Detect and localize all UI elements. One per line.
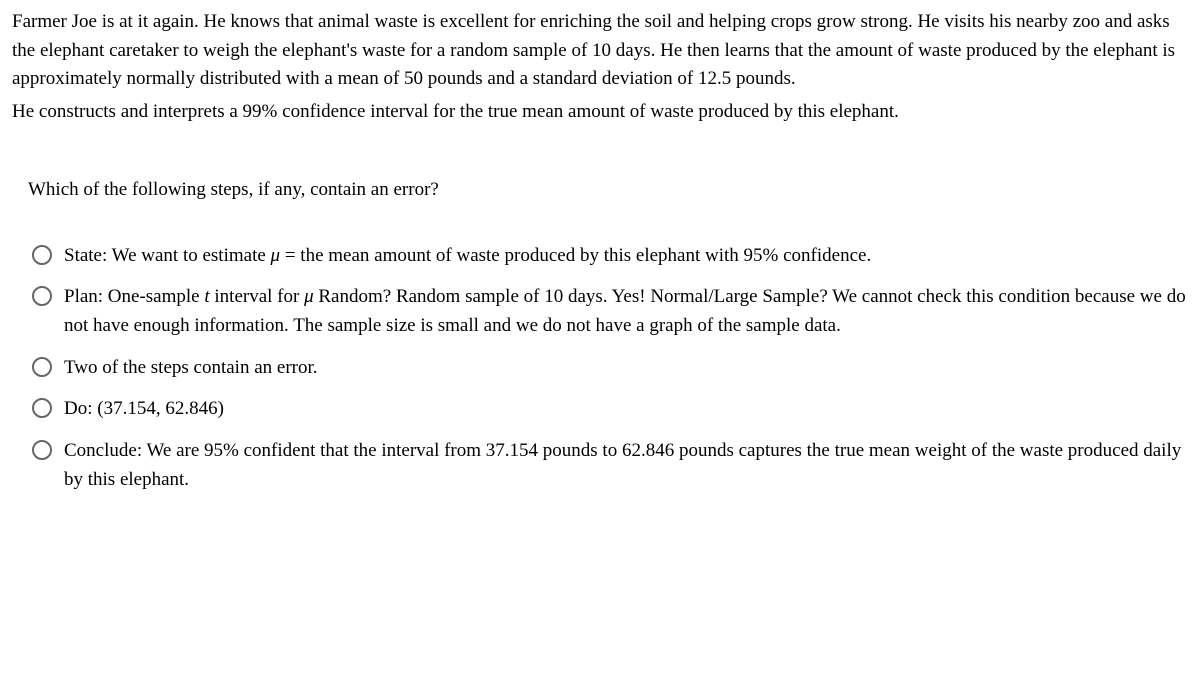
option-a-suffix: = the mean amount of waste produced by t… [280,245,871,266]
radio-icon[interactable] [32,398,52,418]
radio-icon[interactable] [32,357,52,377]
problem-paragraph-2: He constructs and interprets a 99% confi… [12,98,1188,127]
option-b[interactable]: Plan: One-sample t interval for μ Random… [32,282,1188,341]
radio-icon[interactable] [32,245,52,265]
option-b-text: Plan: One-sample t interval for μ Random… [64,282,1188,341]
option-c-text: Two of the steps contain an error. [64,353,1188,382]
question-prompt: Which of the following steps, if any, co… [28,176,1188,205]
problem-statement: Farmer Joe is at it again. He knows that… [12,8,1188,126]
radio-icon[interactable] [32,440,52,460]
option-e-text: Conclude: We are 95% confident that the … [64,436,1188,495]
radio-icon[interactable] [32,286,52,306]
option-d[interactable]: Do: (37.154, 62.846) [32,394,1188,423]
option-e[interactable]: Conclude: We are 95% confident that the … [32,436,1188,495]
option-c[interactable]: Two of the steps contain an error. [32,353,1188,382]
question-section: Which of the following steps, if any, co… [12,176,1188,495]
option-a-text: State: We want to estimate μ = the mean … [64,241,1188,270]
mu-symbol: μ [304,286,314,307]
option-b-mid: interval for [210,286,304,307]
mu-symbol: μ [271,245,281,266]
option-d-text: Do: (37.154, 62.846) [64,394,1188,423]
problem-paragraph-1: Farmer Joe is at it again. He knows that… [12,8,1188,94]
option-a-prefix: State: We want to estimate [64,245,271,266]
option-a[interactable]: State: We want to estimate μ = the mean … [32,241,1188,270]
options-list: State: We want to estimate μ = the mean … [28,241,1188,495]
option-b-prefix: Plan: One-sample [64,286,204,307]
